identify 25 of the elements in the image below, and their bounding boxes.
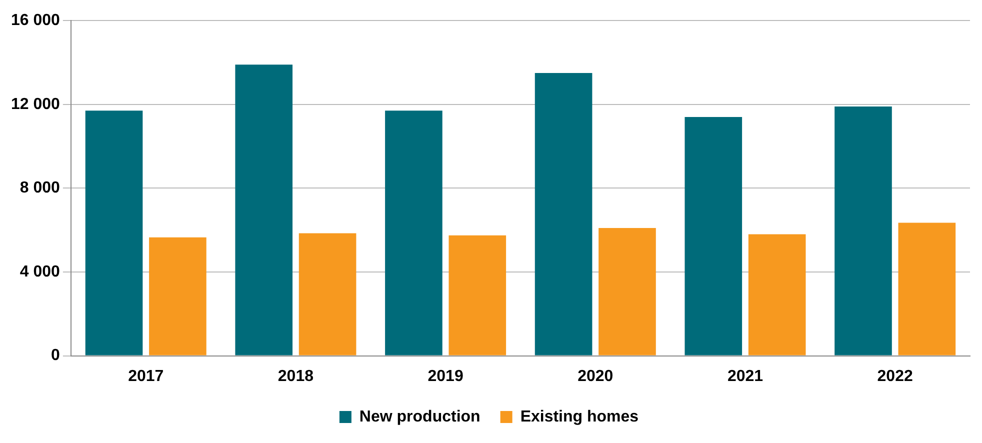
y-tick-label: 0 [51,347,60,364]
y-tick-label: 8 000 [20,180,60,197]
bar [85,110,143,356]
bar [385,110,442,356]
bar [235,64,293,356]
bar [534,72,592,356]
y-tick-label: 12 000 [11,96,60,113]
x-tick-label: 2020 [578,368,614,385]
y-tick-label: 4 000 [20,263,60,280]
x-tick-label: 2018 [278,368,314,385]
bar [448,235,506,356]
legend-label: Existing homes [520,408,639,426]
x-tick-label: 2021 [727,368,764,385]
bar [298,233,356,356]
bar [748,234,806,356]
y-tick-label: 16 000 [11,12,60,30]
x-tick-label: 2022 [877,368,913,385]
bar [598,228,656,356]
bar [898,222,956,356]
bar [684,116,742,356]
x-tick-label: 2019 [428,368,464,385]
x-tick-label: 2017 [128,368,164,385]
legend-label: New production [359,408,480,426]
bar [149,237,206,356]
bar [834,106,892,356]
